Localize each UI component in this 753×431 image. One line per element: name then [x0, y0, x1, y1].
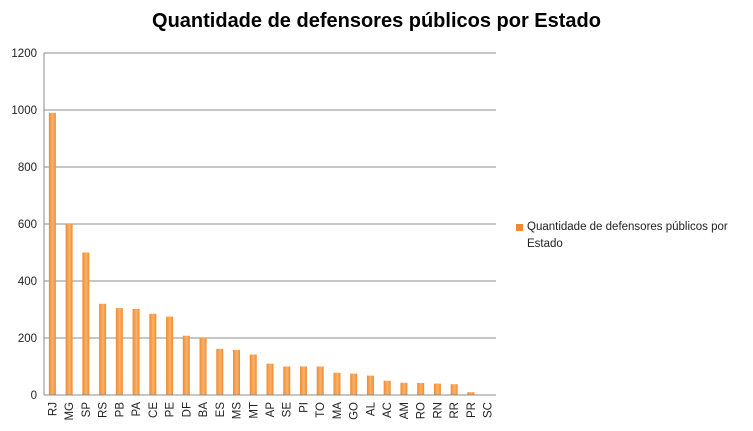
y-tick-label: 0	[31, 390, 37, 402]
x-tick-label: MA	[332, 402, 344, 420]
bar-pr	[467, 392, 475, 395]
bar-al	[366, 375, 374, 395]
legend: Quantidade de defensores públicos por Es…	[516, 219, 748, 253]
y-tick-label: 400	[18, 276, 37, 288]
y-tick-label: 600	[18, 219, 37, 231]
bar-ac	[383, 380, 391, 395]
x-tick-label: PA	[131, 402, 143, 417]
x-tick-label: BA	[198, 402, 210, 418]
x-tick-label: GO	[349, 402, 361, 420]
gridlines	[44, 52, 496, 396]
x-tick-label: MG	[64, 402, 76, 421]
bar-pb	[115, 308, 123, 395]
bar-go	[350, 373, 358, 395]
x-tick-label: AM	[399, 402, 411, 419]
y-tick-label: 1000	[11, 105, 37, 117]
x-tick-label: PI	[298, 402, 310, 413]
x-tick-label: ES	[215, 402, 227, 418]
bar-ms	[233, 349, 241, 395]
legend-swatch	[516, 224, 523, 231]
bar-se	[283, 366, 291, 395]
bar-pe	[166, 316, 174, 395]
bar-ma	[333, 372, 341, 395]
x-tick-label: TO	[315, 402, 327, 418]
bars	[48, 112, 475, 395]
x-tick-label: PE	[165, 402, 177, 418]
bar-rj	[48, 112, 56, 395]
bar-df	[182, 335, 190, 395]
bar-pi	[299, 366, 307, 395]
bar-am	[400, 382, 408, 395]
x-tick-label: CE	[148, 402, 160, 418]
axes	[43, 53, 496, 396]
bar-ro	[417, 383, 425, 395]
x-tick-label: SC	[483, 402, 495, 418]
legend-label: Quantidade de defensores públicos por Es…	[527, 221, 728, 250]
x-tick-label: MT	[248, 402, 260, 419]
x-tick-label: PR	[466, 402, 478, 418]
bar-es	[216, 348, 224, 395]
bar-rr	[450, 384, 458, 395]
x-tick-label: RO	[416, 402, 428, 419]
bar-ba	[199, 338, 207, 395]
y-axis-ticks: 0 200 400 600 800 1000 1200	[11, 48, 37, 402]
chart-title: Quantidade de defensores públicos por Es…	[152, 10, 601, 32]
y-tick-label: 200	[18, 333, 37, 345]
x-tick-label: AP	[265, 402, 277, 418]
x-tick-label: AC	[382, 402, 394, 418]
x-tick-label: PB	[114, 402, 126, 418]
y-tick-label: 1200	[11, 48, 37, 60]
x-tick-label: RJ	[47, 402, 59, 416]
bar-pa	[132, 308, 140, 395]
bar-sp	[82, 252, 90, 395]
x-tick-label: DF	[181, 402, 193, 417]
x-tick-label: MS	[232, 402, 244, 420]
bar-to	[316, 366, 324, 395]
bar-mg	[65, 224, 73, 395]
x-tick-label: AL	[365, 401, 377, 416]
bar-ap	[266, 363, 274, 395]
y-tick-label: 800	[18, 162, 37, 174]
bar-rn	[433, 383, 441, 395]
bar-ce	[149, 313, 157, 395]
x-tick-label: SE	[282, 402, 294, 418]
x-axis-ticks: RJ MG SP RS PB PA CE PE DF BA ES MS MT AP SE PI TO MA GO AL…	[47, 401, 494, 420]
x-tick-label: RS	[98, 402, 110, 418]
x-tick-label: RR	[449, 402, 461, 419]
x-tick-label: RN	[432, 402, 444, 419]
bar-mt	[249, 354, 257, 395]
bar-rs	[99, 303, 107, 395]
x-tick-label: SP	[81, 402, 93, 418]
